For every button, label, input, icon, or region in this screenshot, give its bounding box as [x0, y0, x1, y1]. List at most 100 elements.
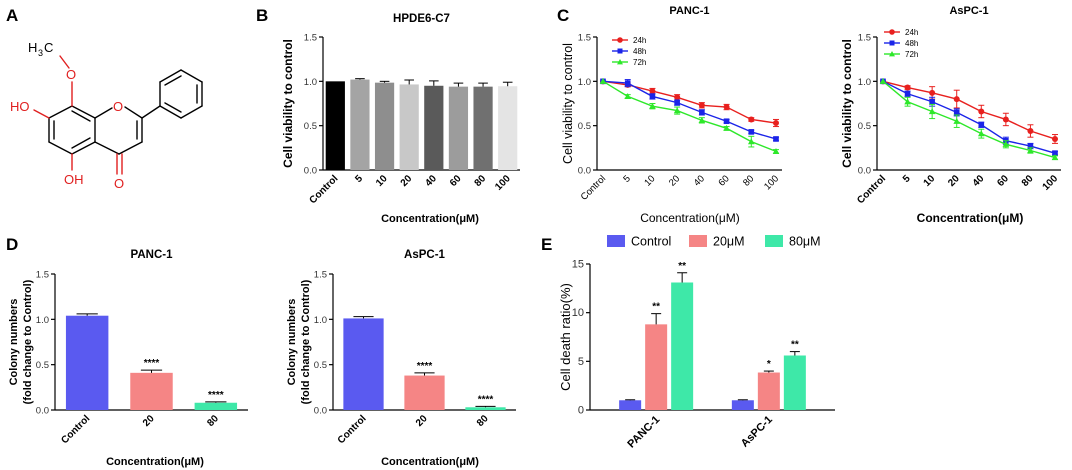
legend-label: 80μM [789, 235, 821, 249]
data-point [674, 99, 680, 106]
bar [473, 86, 493, 170]
x-tick-label: 10 [642, 173, 657, 188]
series-line [602, 80, 777, 140]
legend-label: 72h [633, 58, 646, 67]
bar [399, 84, 419, 170]
data-point [698, 102, 705, 109]
significance-label: ** [791, 340, 799, 351]
data-point [649, 102, 656, 109]
bar [731, 400, 754, 410]
data-point [953, 96, 960, 103]
y-tick-label: 0.0 [578, 166, 591, 177]
atom-oh-bottom: OH [64, 172, 84, 187]
data-point [673, 107, 681, 114]
y-tick-label: 0.5 [858, 121, 871, 132]
y-tick-label: 1.0 [858, 77, 871, 88]
x-axis-label: Concentration(μM) [381, 213, 479, 225]
y-tick-label: 1.0 [304, 77, 317, 88]
legend-label: 24h [633, 36, 646, 45]
data-point [624, 93, 632, 100]
chart-title: AsPC-1 [404, 249, 446, 261]
x-tick-label: 60 [995, 173, 1011, 189]
data-point [929, 89, 936, 96]
data-point [723, 124, 730, 131]
legend-swatch [689, 235, 707, 247]
significance-label: **** [417, 361, 433, 372]
y-tick-label: 0.5 [578, 121, 591, 132]
chart-title: PANC-1 [131, 249, 174, 261]
x-tick-label: Control [59, 413, 92, 446]
data-point [904, 98, 911, 105]
x-tick-label: 40 [692, 173, 707, 188]
x-tick-label: 80 [475, 413, 491, 429]
y-tick-label: 1.5 [304, 33, 317, 44]
data-point [723, 104, 730, 111]
x-tick-label: Control [308, 173, 341, 206]
bar [374, 82, 395, 170]
atom-ho-left: HO [10, 99, 30, 114]
y-tick-label: 0.5 [304, 121, 317, 132]
data-point [879, 77, 887, 84]
data-point [1052, 135, 1058, 142]
data-point [1027, 147, 1034, 154]
y-axis-label: Cell viability to control [840, 39, 854, 168]
y-tick-label: 0.5 [314, 360, 327, 371]
chart-title: HPDE6-C7 [393, 13, 450, 25]
atom-ring-o: O [113, 99, 123, 114]
x-tick-label: PANC-1 [625, 414, 662, 451]
x-tick-label: 80 [205, 413, 221, 429]
significance-label: ** [678, 261, 686, 272]
molecule-atom-labels: H 3 C O O HO OH O [10, 40, 124, 191]
x-tick-label: 40 [423, 173, 439, 189]
series-line [882, 80, 1056, 154]
x-tick-label: Control [855, 173, 888, 206]
legend-marker [617, 37, 623, 43]
x-tick-label: 100 [493, 173, 513, 193]
y-axis-label: Colony numbers [286, 299, 298, 386]
y-axis-label-2: (fold change to Control) [300, 279, 312, 404]
atom-methoxy-sub: 3 [38, 48, 43, 58]
legend-label: 48h [905, 39, 918, 48]
data-point [1051, 154, 1059, 161]
data-point [772, 147, 780, 154]
bar [130, 372, 173, 410]
data-point [748, 116, 755, 123]
x-tick-label: 20 [414, 413, 430, 429]
x-tick-label: 20 [141, 413, 157, 429]
y-tick-label: 0.0 [314, 406, 327, 417]
significance-label: **** [208, 390, 224, 401]
data-point [773, 136, 779, 142]
data-point [978, 108, 985, 115]
legend-marker [617, 48, 623, 54]
significance-label: **** [144, 358, 160, 369]
data-point [1002, 140, 1010, 147]
y-tick-label: 0.5 [36, 360, 49, 371]
x-tick-label: 5 [353, 173, 365, 185]
chart-d-panc-1: 0.0 0.5 1.0 1.5 Colony numbers (fold change t… [8, 249, 248, 468]
x-tick-label: 60 [716, 173, 731, 188]
chart-b-hpde6-c7: 0.0 0.5 1.0 1.5 Cell viability to control HPD… [281, 13, 520, 225]
data-point [674, 94, 681, 101]
y-tick-label: 10 [572, 307, 584, 319]
y-axis-label: Colony numbers [8, 299, 20, 386]
legend-swatch [607, 235, 625, 247]
data-point [699, 109, 705, 116]
chart-title: PANC-1 [669, 5, 709, 17]
x-tick-label: 5 [621, 173, 633, 185]
bar [65, 315, 109, 410]
x-axis-label: Concentration(μM) [106, 456, 204, 468]
atom-methoxy-c: C [44, 40, 53, 55]
x-tick-label: 100 [1041, 173, 1061, 193]
x-tick-label: AsPC-1 [739, 414, 775, 450]
x-tick-label: 100 [762, 173, 781, 192]
x-axis-label: Concentration(μM) [640, 211, 740, 225]
y-axis-label: Cell viability to control [561, 43, 575, 164]
y-tick-label: 1.0 [578, 77, 591, 88]
legend-label: 20μM [713, 235, 745, 249]
panel-label-a: A [6, 6, 18, 25]
data-point [773, 120, 779, 127]
bar [350, 79, 370, 170]
legend-marker [889, 51, 895, 57]
